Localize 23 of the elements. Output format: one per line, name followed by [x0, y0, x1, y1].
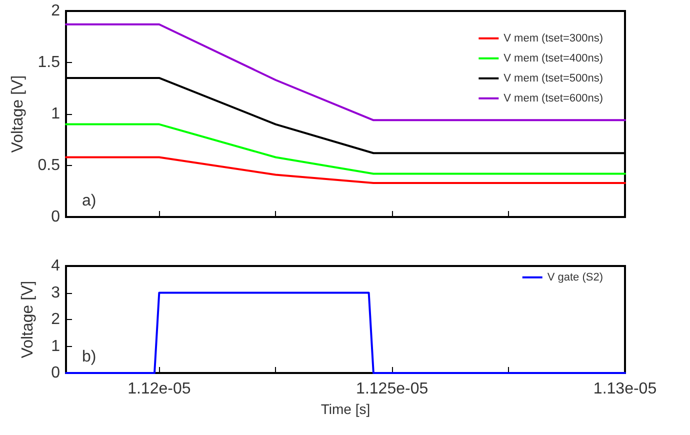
y-tick-label: 3: [51, 284, 60, 302]
y-tick-label: 1: [51, 338, 60, 355]
y-tick-label: 0.5: [38, 157, 60, 174]
y-tick-label: 1.5: [38, 54, 60, 71]
legend-label: V mem (tset=600ns): [504, 92, 603, 104]
annotation: b): [82, 348, 96, 366]
x-tick-label: 1.12e-05: [128, 380, 191, 398]
legend-label: V gate (S2): [547, 271, 603, 284]
y-tick-label: 4: [51, 258, 60, 274]
y-tick-label: 0: [51, 208, 60, 226]
y-axis-title: Voltage [V]: [20, 280, 36, 358]
y-tick-label: 2: [51, 311, 60, 328]
x-tick-label: 1.13e-05: [593, 380, 657, 398]
x-tick-label: 1.125e-05: [356, 380, 428, 398]
legend-label: V mem (tset=400ns): [504, 52, 603, 64]
x-axis-title: Time [s]: [320, 400, 370, 417]
annotation: a): [82, 192, 96, 210]
y-tick-label: 1: [51, 106, 60, 122]
legend-label: V mem (tset=300ns): [504, 32, 603, 44]
y-axis-title: Voltage [V]: [10, 75, 26, 153]
y-tick-label: 2: [51, 2, 60, 20]
legend-label: V mem (tset=500ns): [504, 72, 603, 84]
y-tick-label: 0: [51, 364, 60, 382]
